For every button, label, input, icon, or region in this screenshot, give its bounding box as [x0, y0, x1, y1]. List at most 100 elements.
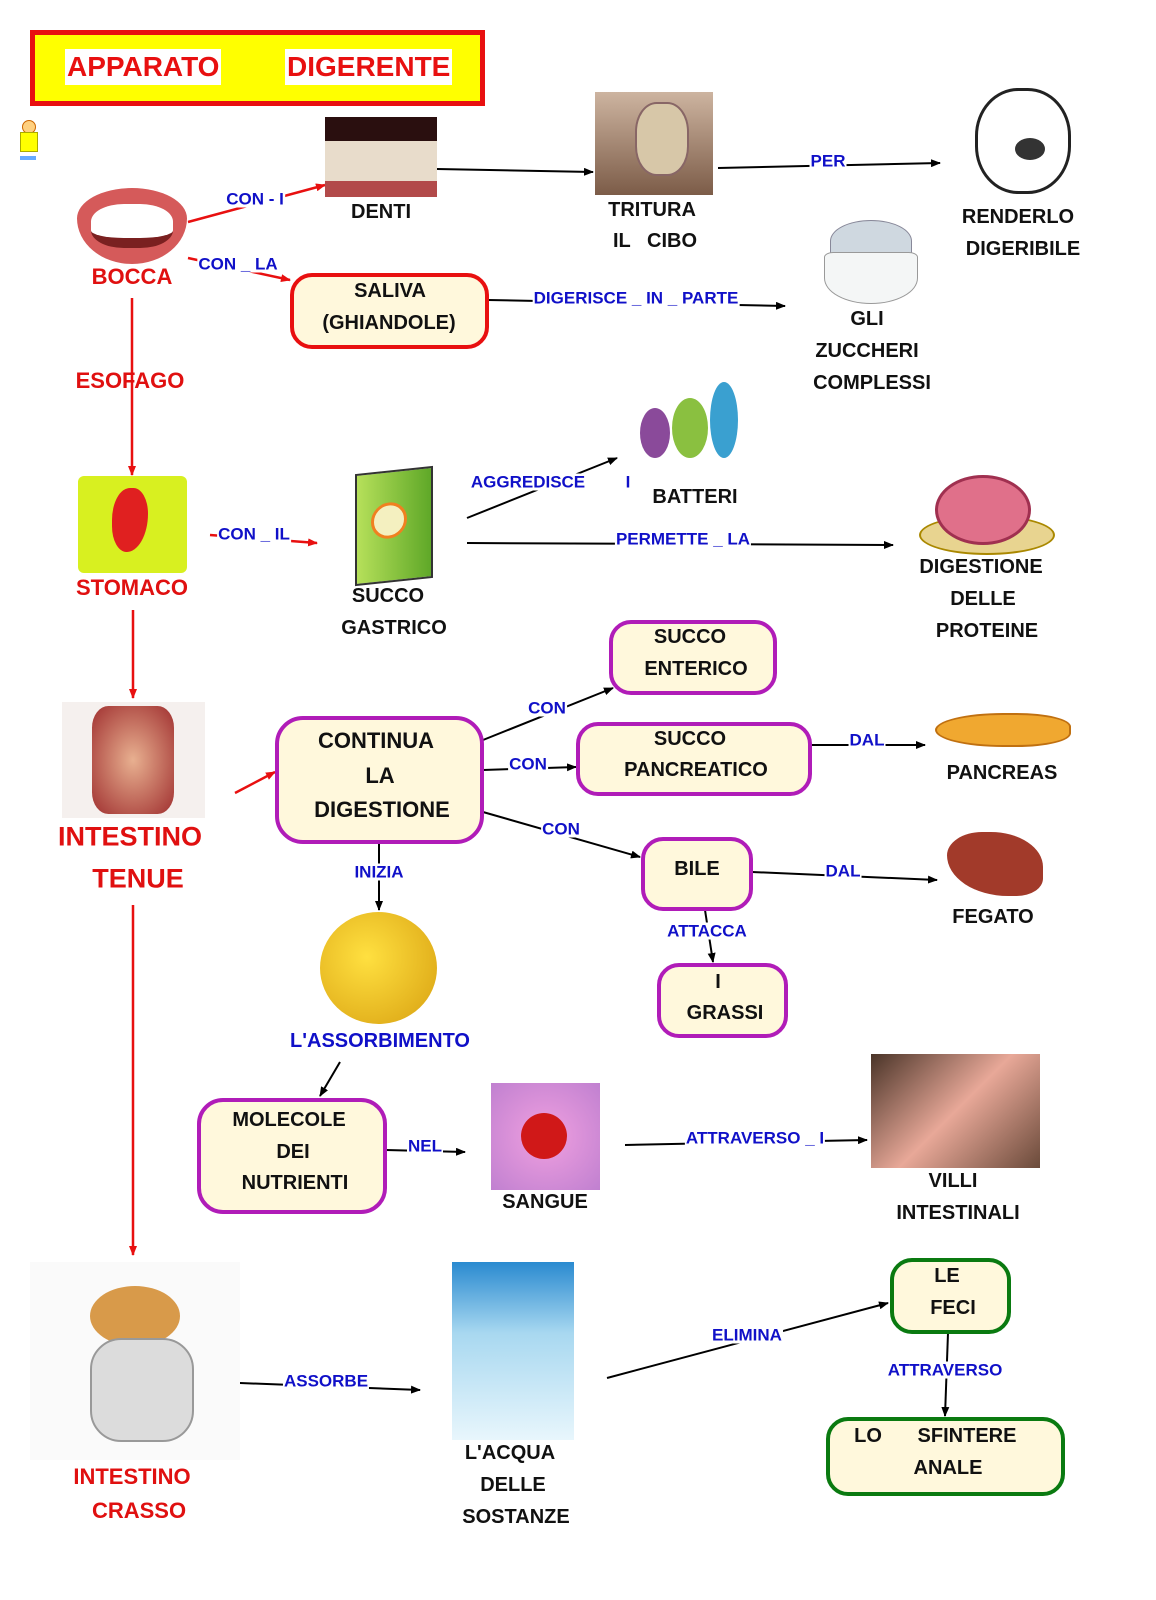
link-attacca: ATTACCA: [666, 921, 748, 941]
title-banner: APPARATO DIGERENTE: [30, 30, 485, 106]
edge-denti-tritura: [436, 167, 594, 176]
label-renderlo-2: DIGERIBILE: [965, 238, 1081, 260]
organ-crasso-2: CRASSO: [91, 1498, 187, 1523]
link-dal-fegato: DAL: [824, 861, 862, 881]
label-proteine-3: PROTEINE: [935, 620, 1039, 642]
organ-tenue-2: TENUE: [92, 863, 184, 894]
label-bile: BILE: [674, 858, 720, 880]
node-saliva: [290, 273, 489, 349]
node-succo-enterico: [609, 620, 777, 695]
link-permette: PERMETTE _ LA: [614, 529, 752, 549]
label-saliva-2: (GHIANDOLE): [322, 312, 456, 334]
link-con-i: CON - I: [225, 189, 285, 209]
edge-tenue-continua: [234, 770, 276, 795]
label-sfintere-3: ANALE: [913, 1457, 983, 1479]
label-zuccheri-3: COMPLESSI: [813, 372, 931, 394]
label-enterico-2: ENTERICO: [644, 658, 748, 680]
label-zuccheri-2: ZUCCHERI: [815, 340, 919, 362]
label-sangue: SANGUE: [502, 1191, 588, 1213]
link-attraverso: ATTRAVERSO: [886, 1360, 1004, 1380]
stomach-image: [78, 476, 187, 573]
bacteria-image: [632, 378, 750, 464]
mouth-image: [77, 188, 187, 264]
mascot-icon: [14, 120, 42, 162]
label-proteine-1: DIGESTIONE: [919, 556, 1043, 578]
label-feci-1: LE: [934, 1265, 960, 1287]
label-continua-3: DIGESTIONE: [314, 797, 450, 822]
link-attraverso-i: ATTRAVERSO _ I: [684, 1128, 826, 1148]
ham-image: [915, 455, 1055, 555]
label-succo-gastrico-1: SUCCO: [351, 585, 425, 607]
millstone-image: [595, 92, 713, 195]
link-digerisce: DIGERISCE _ IN _ PARTE: [532, 288, 740, 308]
label-molecole-2: DEI: [276, 1141, 310, 1163]
label-tritura-1: TRITURA: [608, 199, 696, 221]
label-succo-gastrico-2: GASTRICO: [341, 617, 447, 639]
large-intestine-image: [30, 1262, 240, 1460]
link-per: PER: [809, 151, 847, 171]
node-sfintere: [826, 1417, 1065, 1496]
label-sfintere-1: LO: [854, 1425, 882, 1447]
organ-esofago: ESOFAGO: [75, 368, 185, 393]
label-villi-1: VILLI: [928, 1170, 978, 1192]
label-proteine-2: DELLE: [950, 588, 1016, 610]
organ-tenue-1: INTESTINO: [57, 821, 203, 852]
label-acqua-1: L'ACQUA: [464, 1442, 556, 1464]
label-renderlo-1: RENDERLO: [961, 206, 1075, 228]
label-continua-1: CONTINUA: [317, 728, 435, 753]
label-acqua-3: SOSTANZE: [462, 1506, 570, 1528]
water-bubbles-image: [452, 1262, 574, 1440]
label-denti: DENTI: [351, 201, 411, 223]
label-assorbimento: L'ASSORBIMENTO: [289, 1030, 471, 1052]
link-nel: NEL: [407, 1136, 443, 1156]
link-con-il: CON _ IL: [217, 524, 291, 544]
link-con-enterico: CON: [527, 698, 567, 718]
edge-assorbimento-molecole: [319, 1061, 341, 1097]
juice-box-image: [355, 465, 433, 587]
link-aggredisce: AGGREDISCE: [469, 472, 587, 492]
label-tritura-2: IL CIBO: [612, 230, 698, 252]
node-continua-digestione: [275, 716, 484, 844]
organ-bocca: BOCCA: [91, 264, 173, 289]
label-fegato: FEGATO: [952, 906, 1034, 928]
node-molecole: [197, 1098, 387, 1214]
label-villi-2: INTESTINALI: [896, 1202, 1020, 1224]
sugar-bowl-image: [820, 212, 920, 304]
stressed-face-image: [955, 78, 1085, 198]
liver-image: [945, 828, 1045, 900]
node-bile: [641, 837, 753, 911]
link-dal-pancreas: DAL: [848, 730, 886, 750]
pancreas-image: [935, 697, 1071, 755]
link-con-bile: CON: [541, 819, 581, 839]
title-word-2: DIGERENTE: [285, 49, 453, 85]
blood-cells-image: [491, 1083, 600, 1190]
label-zuccheri-1: GLI: [850, 308, 884, 330]
organ-stomaco: STOMACO: [75, 575, 189, 600]
link-elimina: ELIMINA: [711, 1325, 783, 1345]
link-con-pancreatico: CON: [508, 754, 548, 774]
villi-image: [871, 1054, 1040, 1168]
link-assorbe: ASSORBE: [282, 1371, 370, 1391]
label-pancreatico-2: PANCREATICO: [624, 759, 768, 781]
label-acqua-2: DELLE: [480, 1474, 546, 1496]
label-molecole-1: MOLECOLE: [232, 1109, 346, 1131]
label-feci-2: FECI: [930, 1297, 976, 1319]
sponge-image: [320, 912, 437, 1024]
link-inizia: INIZIA: [353, 862, 405, 882]
node-feci: [890, 1258, 1011, 1334]
small-intestine-image: [62, 702, 205, 818]
link-con-la: CON _ LA: [197, 254, 279, 274]
label-grassi-1: I: [715, 971, 721, 993]
label-pancreas: PANCREAS: [946, 762, 1058, 784]
label-enterico-1: SUCCO: [653, 626, 727, 648]
label-grassi-2: GRASSI: [686, 1002, 764, 1024]
label-continua-2: LA: [365, 763, 395, 788]
teeth-image: [325, 117, 437, 197]
title-word-1: APPARATO: [65, 49, 222, 85]
label-batteri: BATTERI: [652, 486, 738, 508]
link-aggredisce-i: I: [624, 472, 632, 492]
label-molecole-3: NUTRIENTI: [241, 1172, 349, 1194]
organ-crasso-1: INTESTINO: [73, 1464, 191, 1489]
label-sfintere-2: SFINTERE: [917, 1425, 1017, 1447]
label-pancreatico-1: SUCCO: [653, 728, 727, 750]
